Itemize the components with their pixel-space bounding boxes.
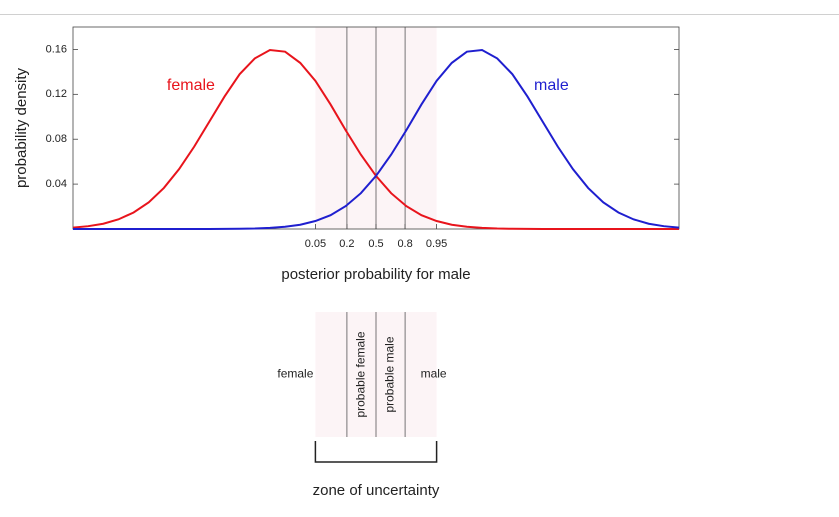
series-line (73, 48, 680, 230)
x-tick-label: 0.5 (368, 238, 383, 250)
zone-label: female (277, 367, 313, 381)
y-axis-label: probability density (13, 67, 30, 188)
y-tick-label: 0.12 (46, 88, 67, 100)
zone-caption: zone of uncertainty (313, 482, 440, 499)
x-axis-label: posterior probability for male (281, 266, 470, 283)
series-label: male (534, 77, 569, 94)
x-tick-label: 0.2 (339, 238, 354, 250)
y-tick-label: 0.08 (46, 133, 67, 145)
zone-label: probable female (354, 331, 368, 417)
y-tick-label: 0.04 (46, 178, 67, 190)
y-tick-label: 0.16 (46, 43, 67, 55)
x-tick-label: 0.8 (397, 238, 412, 250)
zone-label: male (421, 367, 447, 381)
zone-bracket (314, 441, 438, 463)
series-label: female (167, 77, 215, 94)
zone-label: probable male (383, 336, 397, 412)
x-tick-label: 0.05 (305, 238, 326, 250)
x-tick-label: 0.95 (426, 238, 447, 250)
